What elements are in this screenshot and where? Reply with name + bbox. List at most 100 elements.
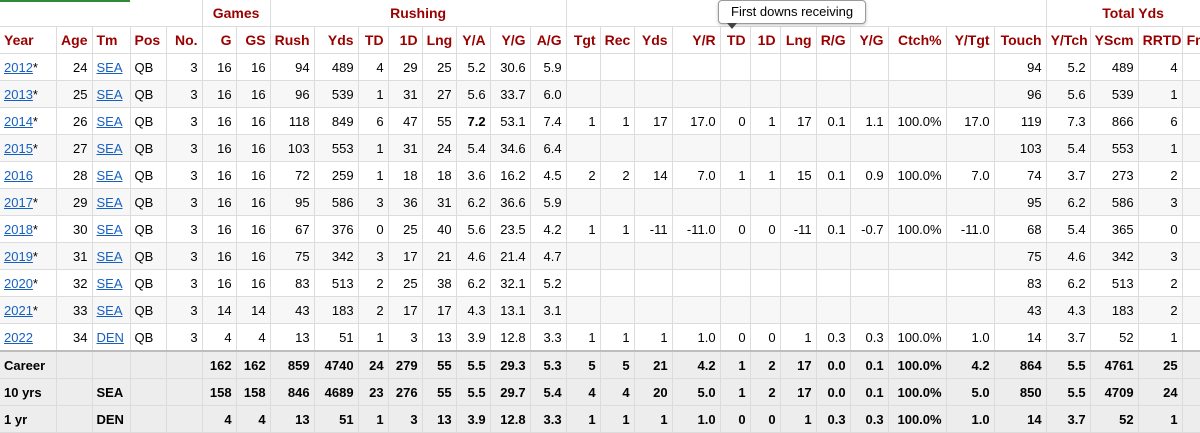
column-header[interactable]: Y/Tch	[1046, 26, 1091, 54]
column-header[interactable]: YScm	[1090, 26, 1139, 54]
column-header[interactable]: R/G	[816, 26, 851, 54]
year-link[interactable]: 2013	[4, 86, 33, 102]
year-link[interactable]: 2021	[4, 302, 33, 318]
stat-cell: 365	[1090, 215, 1139, 243]
column-header[interactable]: 1D	[388, 26, 423, 54]
stat-cell: 513	[1090, 269, 1139, 297]
stat-cell: 4.3	[456, 296, 491, 324]
year-link[interactable]: 2016	[4, 167, 33, 183]
over-header	[0, 0, 203, 27]
table-header: Games Rushing Total Yds Year Age Tm Pos No. G GS…	[0, 0, 1200, 54]
column-header[interactable]: No.	[166, 26, 203, 54]
column-header[interactable]: Ctch%	[888, 26, 947, 54]
team-link[interactable]: SEA	[96, 194, 123, 210]
stat-cell	[946, 53, 995, 81]
year-link[interactable]: 2019	[4, 248, 33, 264]
team-link[interactable]: SEA	[96, 86, 123, 102]
stat-cell: 6.2	[456, 188, 491, 216]
column-header[interactable]: Rec	[600, 26, 635, 54]
column-header[interactable]: Yds	[314, 26, 359, 54]
stat-cell: 3.3	[530, 323, 567, 352]
stat-cell: 118	[270, 107, 315, 135]
summary-cell: 0	[720, 405, 751, 433]
column-header[interactable]: GS	[236, 26, 271, 54]
column-header[interactable]: Tm	[92, 26, 131, 54]
stat-cell: 8	[1182, 242, 1200, 270]
column-header[interactable]: Tgt	[566, 26, 601, 54]
column-header[interactable]: G	[202, 26, 237, 54]
column-header[interactable]: Lng	[422, 26, 457, 54]
team-link[interactable]: SEA	[96, 221, 123, 237]
stat-cell: 259	[314, 161, 359, 189]
year-link[interactable]: 2014	[4, 113, 33, 129]
stat-cell	[780, 53, 817, 81]
stat-cell	[816, 188, 851, 216]
column-header[interactable]: Yds	[634, 26, 673, 54]
stat-cell	[780, 296, 817, 324]
column-header[interactable]: TD	[358, 26, 389, 54]
year-link[interactable]: 2012	[4, 59, 33, 75]
summary-cell: 5.0	[672, 378, 721, 406]
summary-cell: SEA	[92, 378, 131, 406]
stat-cell	[946, 269, 995, 297]
stat-cell: 5.2	[456, 53, 491, 81]
summary-row: 10 yrs SEA 158 158 846 4689 23 276 55 5.5 29.7 5.4 4…	[0, 378, 1200, 406]
year-link[interactable]: 2020	[4, 275, 33, 291]
column-header[interactable]: TD	[720, 26, 751, 54]
column-header[interactable]: 1D	[750, 26, 781, 54]
stat-cell	[566, 80, 601, 108]
column-header[interactable]: A/G	[530, 26, 567, 54]
column-header[interactable]: Age	[56, 26, 93, 54]
summary-cell: 5.5	[456, 350, 491, 379]
team-link[interactable]: SEA	[96, 275, 123, 291]
team-link[interactable]: SEA	[96, 59, 123, 75]
column-header[interactable]: RRTD	[1138, 26, 1183, 54]
stat-cell: 489	[1090, 53, 1139, 81]
stat-cell	[600, 134, 635, 162]
column-header[interactable]: Y/A	[456, 26, 491, 54]
summary-cell: 5.3	[530, 350, 567, 379]
team-link[interactable]: SEA	[96, 113, 123, 129]
summary-cell	[166, 350, 203, 379]
team-link[interactable]: SEA	[96, 140, 123, 156]
team-link[interactable]: SEA	[96, 302, 123, 318]
team-link[interactable]: SEA	[96, 167, 123, 183]
stat-cell: 100.0%	[888, 323, 947, 352]
stat-cell: 342	[314, 242, 359, 270]
column-header[interactable]: Lng	[780, 26, 817, 54]
column-header[interactable]: Touch	[994, 26, 1047, 54]
over-header: Total Yds	[1046, 0, 1200, 27]
table-row: 2020* 32 SEA QB 3 16 16 83 513 2 25 38 6.2 32.1 5.2 83 6…	[0, 269, 1200, 297]
column-header[interactable]: Y/Tgt	[946, 26, 995, 54]
stat-cell: QB	[130, 134, 167, 162]
summary-row: Career 162 162 859 4740 24 279 55 5.5 29.3 5.3 5 5 21…	[0, 350, 1200, 379]
stat-cell	[816, 80, 851, 108]
stat-cell: 7	[1182, 269, 1200, 297]
summary-cell: 1	[720, 378, 751, 406]
summary-cell: 55	[422, 378, 457, 406]
stat-cell: 4.5	[530, 161, 567, 189]
team-link[interactable]: DEN	[96, 329, 124, 345]
pro-bowl-marker: *	[32, 275, 38, 291]
summary-cell: 13	[422, 405, 457, 433]
stat-cell	[850, 80, 889, 108]
stat-cell: 0.1	[816, 107, 851, 135]
stat-cell: 7.4	[530, 107, 567, 135]
year-link[interactable]: 2015	[4, 140, 33, 156]
stat-cell: 83	[270, 269, 315, 297]
year-link[interactable]: 2022	[4, 329, 33, 345]
stat-cell	[720, 134, 751, 162]
column-header[interactable]: Y/G	[850, 26, 889, 54]
stat-cell: QB	[130, 80, 167, 108]
stat-cell: QB	[130, 161, 167, 189]
column-header[interactable]: Rush	[270, 26, 315, 54]
team-link[interactable]: SEA	[96, 248, 123, 264]
column-header[interactable]: Fmb	[1182, 26, 1200, 54]
year-link[interactable]: 2017	[4, 194, 33, 210]
year-link[interactable]: 2018	[4, 221, 33, 237]
column-header[interactable]: Year	[0, 26, 57, 54]
stat-cell: 32	[56, 269, 93, 297]
column-header[interactable]: Y/R	[672, 26, 721, 54]
column-header[interactable]: Y/G	[490, 26, 531, 54]
column-header[interactable]: Pos	[130, 26, 167, 54]
